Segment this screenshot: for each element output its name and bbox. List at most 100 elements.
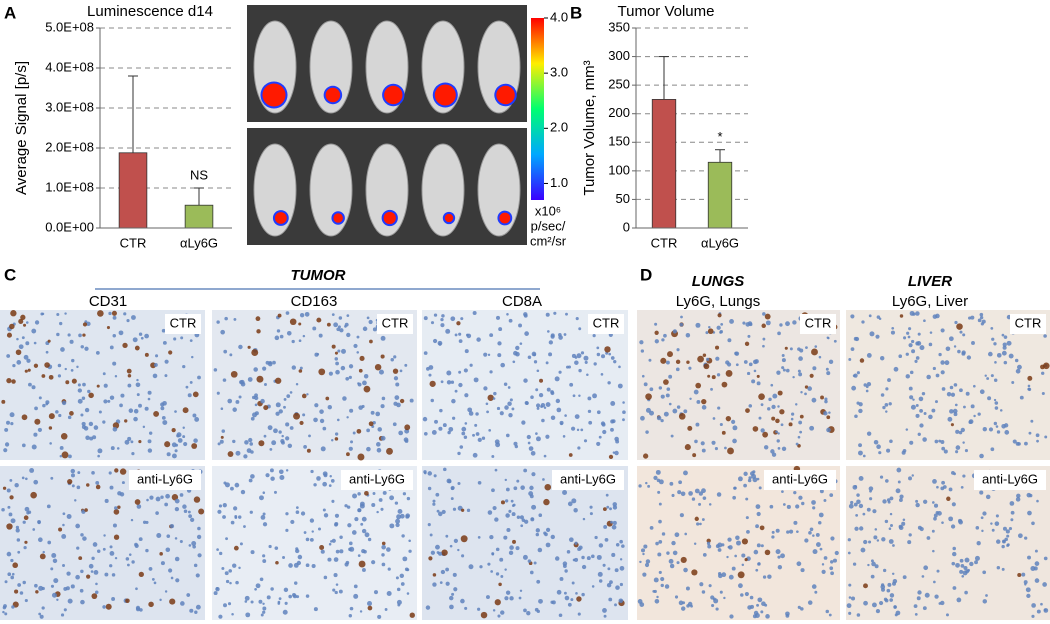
nucleus (830, 571, 834, 576)
nucleus (428, 373, 432, 377)
nucleus (550, 333, 555, 338)
nucleus (109, 395, 115, 400)
nucleus (111, 573, 116, 577)
nucleus (848, 503, 854, 509)
nucleus (487, 353, 491, 357)
nucleus (161, 415, 166, 420)
nucleus (1002, 342, 1007, 347)
stained-cell (899, 314, 904, 318)
nucleus (919, 423, 924, 428)
nucleus (689, 397, 692, 401)
nucleus (970, 315, 975, 320)
stained-cell (256, 329, 261, 334)
nucleus (536, 436, 541, 442)
nucleus (1030, 566, 1036, 571)
nucleus (940, 439, 945, 444)
nucleus (895, 610, 901, 616)
nucleus (674, 532, 680, 538)
nucleus (489, 333, 494, 338)
nucleus (589, 505, 593, 509)
nucleus (61, 534, 67, 539)
nucleus (64, 312, 67, 315)
stained-cell (20, 314, 26, 320)
nucleus (345, 560, 350, 565)
nucleus (919, 345, 925, 351)
nucleus (768, 397, 772, 402)
nucleus (258, 599, 263, 604)
nucleus (607, 381, 611, 385)
nucleus (979, 490, 984, 495)
nucleus (509, 545, 514, 550)
nucleus (79, 588, 84, 593)
nucleus (952, 551, 957, 557)
nucleus (367, 601, 373, 607)
nucleus (932, 366, 936, 371)
nucleus (390, 358, 394, 362)
nucleus (395, 382, 400, 387)
nucleus (581, 555, 585, 560)
nucleus (536, 407, 540, 410)
nucleus (683, 409, 688, 414)
nucleus (749, 595, 754, 600)
nucleus (25, 341, 30, 346)
nucleus (757, 597, 763, 603)
colorbar-tick-label: 4.0 (550, 9, 568, 24)
nucleus (498, 327, 503, 332)
nucleus (793, 491, 797, 495)
nucleus (698, 491, 704, 496)
nucleus (306, 393, 309, 396)
nucleus (151, 578, 155, 581)
nucleus (339, 549, 344, 554)
nucleus (860, 547, 866, 553)
nucleus (486, 410, 489, 414)
nucleus (1041, 391, 1045, 396)
histology-image: CTR (422, 310, 628, 460)
nucleus (341, 348, 346, 354)
nucleus (457, 548, 460, 552)
stained-cell (543, 498, 550, 506)
nucleus (994, 521, 1000, 526)
stained-cell (759, 525, 765, 531)
stained-cell (498, 582, 502, 587)
nucleus (481, 436, 486, 440)
nucleus (67, 333, 71, 337)
nucleus (197, 526, 201, 531)
nucleus (218, 614, 223, 619)
nucleus (227, 398, 233, 404)
nucleus (854, 526, 859, 531)
nucleus (866, 353, 872, 358)
nucleus (71, 358, 75, 363)
nucleus (463, 435, 468, 440)
nucleus (140, 336, 144, 340)
nucleus (80, 569, 84, 574)
nucleus (862, 512, 866, 516)
nucleus (892, 578, 898, 584)
nucleus (748, 362, 753, 367)
nucleus (780, 423, 784, 427)
nucleus (216, 391, 220, 395)
nucleus (797, 435, 801, 439)
nucleus (912, 398, 915, 401)
nucleus (949, 409, 954, 414)
nucleus (183, 441, 188, 447)
stained-cell (124, 419, 128, 423)
nucleus (440, 317, 444, 322)
nucleus (943, 449, 948, 454)
nucleus (660, 394, 665, 399)
nucleus (756, 543, 761, 548)
nucleus (483, 352, 488, 357)
nucleus (136, 504, 142, 509)
nucleus (601, 422, 606, 427)
stained-cell (758, 393, 765, 401)
nucleus (475, 432, 480, 436)
nucleus (685, 333, 691, 338)
nucleus (357, 508, 362, 513)
nucleus (270, 476, 275, 481)
nucleus (676, 561, 680, 565)
nucleus (223, 349, 228, 354)
chart-title: Tumor Volume (618, 3, 715, 20)
nucleus (558, 370, 562, 374)
y-tick-label: 5.0E+08 (45, 19, 94, 34)
nucleus (872, 509, 877, 514)
tag-box (588, 314, 624, 334)
